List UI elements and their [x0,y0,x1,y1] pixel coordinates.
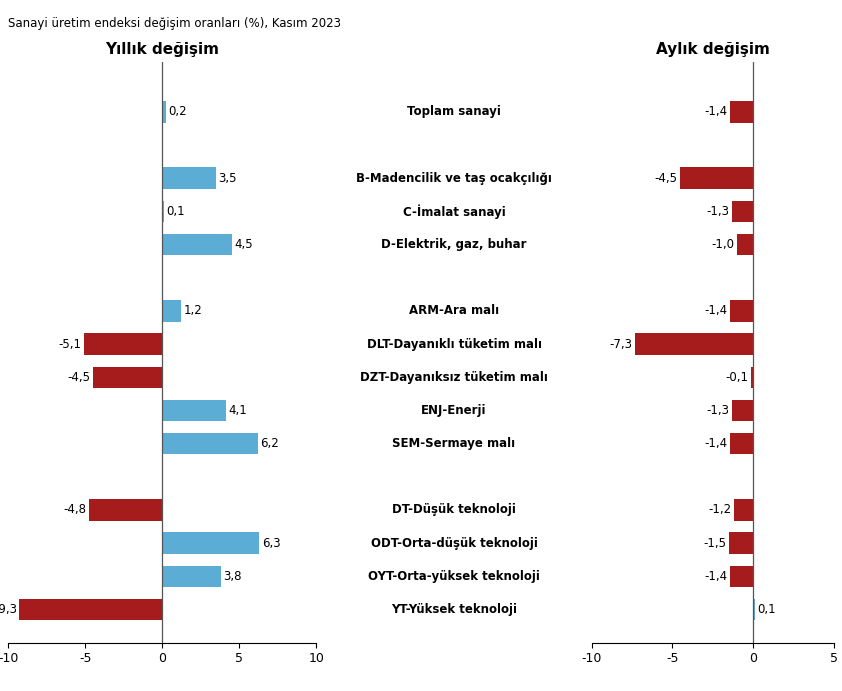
Bar [84,333,163,355]
Bar [163,200,164,223]
Bar [732,200,753,223]
Bar [163,565,221,587]
Bar [730,101,753,123]
Text: -0,1: -0,1 [726,371,749,384]
Text: YT-Yüksek teknoloji: YT-Yüksek teknoloji [391,603,517,616]
Text: -1,2: -1,2 [708,504,731,516]
Bar [733,499,753,521]
Bar [163,234,232,256]
Text: 0,1: 0,1 [167,205,185,218]
Text: -1,4: -1,4 [705,106,727,118]
Bar [680,167,753,189]
Text: -4,5: -4,5 [655,172,678,184]
Text: -5,1: -5,1 [59,338,82,350]
Text: DLT-Dayanıklı tüketim malı: DLT-Dayanıklı tüketim malı [366,338,541,350]
Bar [730,300,753,322]
Bar [19,598,163,621]
Text: D-Elektrik, gaz, buhar: D-Elektrik, gaz, buhar [381,238,527,251]
Text: -1,5: -1,5 [703,537,727,549]
Text: 4,5: 4,5 [234,238,253,251]
Text: 4,1: 4,1 [228,404,247,417]
Text: -1,3: -1,3 [706,404,729,417]
Text: B-Madencilik ve taş ocakçılığı: B-Madencilik ve taş ocakçılığı [356,172,552,184]
Text: 3,8: 3,8 [223,570,242,583]
Title: Yıllık değişim: Yıllık değişim [105,42,220,57]
Text: Sanayi üretim endeksi değişim oranları (%), Kasım 2023: Sanayi üretim endeksi değişim oranları (… [8,17,341,30]
Title: Aylık değişim: Aylık değişim [656,42,770,57]
Text: -7,3: -7,3 [610,338,632,350]
Text: 0,2: 0,2 [168,106,186,118]
Bar [728,532,753,554]
Text: 6,2: 6,2 [260,437,279,450]
Bar [753,598,754,621]
Text: DZT-Dayanıksız tüketim malı: DZT-Dayanıksız tüketim malı [360,371,548,384]
Text: OYT-Orta-yüksek teknoloji: OYT-Orta-yüksek teknoloji [368,570,540,583]
Text: -1,3: -1,3 [706,205,729,218]
Text: -4,8: -4,8 [63,504,86,516]
Text: ARM-Ara malı: ARM-Ara malı [409,305,499,317]
Bar [163,167,216,189]
Text: 0,1: 0,1 [757,603,775,616]
Text: SEM-Sermaye malı: SEM-Sermaye malı [392,437,515,450]
Bar [732,399,753,422]
Text: ODT-Orta-düşük teknoloji: ODT-Orta-düşük teknoloji [370,537,537,549]
Bar [737,234,753,256]
Text: 6,3: 6,3 [262,537,280,549]
Text: ENJ-Enerji: ENJ-Enerji [421,404,487,417]
Bar [730,565,753,587]
Bar [751,366,753,388]
Text: 1,2: 1,2 [184,305,202,317]
Text: Toplam sanayi: Toplam sanayi [407,106,501,118]
Text: -1,0: -1,0 [711,238,734,251]
Text: DT-Düşük teknoloji: DT-Düşük teknoloji [392,504,516,516]
Bar [93,366,163,388]
Text: 3,5: 3,5 [219,172,237,184]
Text: -1,4: -1,4 [705,570,727,583]
Text: C-İmalat sanayi: C-İmalat sanayi [402,204,505,219]
Text: -1,4: -1,4 [705,305,727,317]
Bar [163,433,258,455]
Bar [163,399,226,422]
Bar [88,499,163,521]
Bar [163,532,259,554]
Bar [163,101,166,123]
Bar [730,433,753,455]
Text: -1,4: -1,4 [705,437,727,450]
Bar [163,300,181,322]
Text: -4,5: -4,5 [68,371,91,384]
Bar [635,333,753,355]
Text: -9,3: -9,3 [0,603,17,616]
